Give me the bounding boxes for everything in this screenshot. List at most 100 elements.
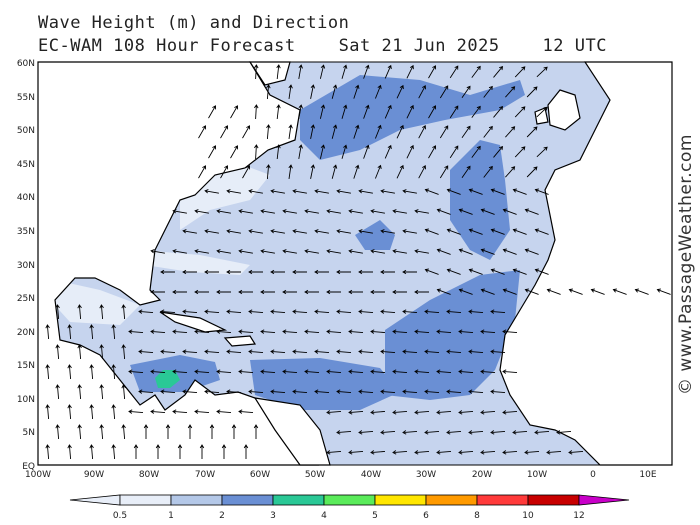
wave-direction-arrow — [260, 249, 275, 254]
lat-label-45n: 45N — [17, 160, 35, 170]
wave-direction-arrow — [209, 424, 215, 439]
wave-direction-arrow — [270, 309, 286, 314]
wave-direction-arrow — [524, 208, 539, 215]
wave-direction-arrow — [172, 209, 187, 214]
wave-zone-azores — [355, 220, 395, 250]
scale-label-12: 12 — [573, 511, 584, 521]
wave-direction-arrow — [458, 450, 474, 455]
wave-direction-arrow — [270, 269, 285, 275]
wave-direction-arrow — [248, 309, 264, 314]
wave-direction-arrow — [45, 444, 50, 460]
wave-direction-arrow — [172, 409, 188, 414]
wave-direction-arrow — [392, 209, 407, 214]
wave-direction-arrow — [370, 410, 386, 415]
wave-direction-arrow — [331, 164, 338, 179]
scale-label-2: 2 — [219, 511, 225, 521]
wave-direction-arrow — [121, 384, 126, 400]
wave-zone-central-east — [450, 140, 510, 260]
wave-direction-arrow — [248, 389, 264, 394]
scale-label-10: 10 — [522, 511, 534, 521]
land-uk — [547, 89, 581, 131]
wave-direction-arrow — [436, 329, 452, 334]
wave-direction-arrow — [502, 208, 517, 215]
lat-label-5n: 5N — [23, 428, 35, 438]
wave-direction-arrow — [402, 430, 418, 435]
lon-label-70w: 70W — [195, 470, 215, 480]
wave-direction-arrow — [436, 288, 451, 295]
wave-direction-arrow — [568, 288, 583, 295]
wave-direction-arrow — [480, 208, 495, 215]
wave-direction-arrow — [374, 84, 382, 99]
wave-direction-arrow — [216, 409, 232, 414]
scale-swatch-8-10 — [476, 494, 529, 506]
wave-direction-arrow — [160, 269, 175, 275]
wave-direction-arrow — [468, 188, 483, 195]
scale-swatch-5-6 — [374, 494, 427, 506]
wave-direction-arrow — [194, 329, 210, 334]
wave-direction-arrow — [406, 144, 414, 159]
wave-direction-arrow — [238, 289, 253, 295]
wave-direction-arrow — [490, 268, 505, 275]
wave-direction-arrow — [282, 329, 298, 334]
wave-direction-arrow — [160, 349, 176, 354]
wave-direction-arrow — [319, 64, 326, 79]
wave-direction-arrow — [55, 304, 60, 320]
wave-direction-arrow — [216, 289, 231, 295]
wave-direction-arrow — [326, 329, 342, 334]
wave-direction-arrow — [182, 349, 198, 354]
wave-direction-arrow — [380, 189, 395, 194]
wave-direction-arrow — [128, 369, 144, 374]
wave-direction-arrow — [446, 349, 462, 354]
lat-label-15n: 15N — [17, 361, 35, 371]
wave-direction-arrow — [172, 329, 188, 334]
wave-direction-arrow — [458, 248, 473, 255]
wave-direction-arrow — [512, 268, 527, 275]
wave-direction-arrow — [326, 450, 342, 455]
land-europe-africa — [499, 61, 673, 466]
wave-direction-arrow — [221, 444, 227, 459]
land-hispaniola — [223, 335, 257, 347]
wave-direction-arrows — [45, 64, 671, 460]
wave-direction-arrow — [534, 430, 550, 435]
wave-direction-arrow — [392, 289, 407, 295]
wave-direction-arrow — [414, 450, 430, 455]
wave-direction-arrow — [512, 430, 528, 435]
lat-label-eq: EQ — [22, 462, 35, 472]
wave-direction-arrow — [414, 249, 429, 254]
wave-direction-arrow — [133, 444, 139, 459]
wave-direction-arrow — [634, 288, 649, 295]
wave-direction-arrow — [374, 164, 382, 179]
wave-direction-arrow — [204, 269, 219, 275]
map-title: Wave Height (m) and Direction — [38, 13, 350, 33]
wave-direction-arrow — [490, 389, 506, 394]
wave-direction-arrow — [45, 364, 50, 380]
wave-direction-arrow — [446, 228, 461, 235]
wave-direction-arrow — [439, 85, 449, 99]
wave-direction-arrow — [238, 329, 254, 334]
wave-direction-arrow — [396, 84, 404, 99]
wave-direction-arrow — [461, 85, 471, 98]
lat-label-10n: 10N — [17, 395, 35, 405]
wave-direction-arrow — [436, 369, 452, 374]
wave-direction-arrow — [439, 125, 449, 139]
lat-label-40n: 40N — [17, 193, 35, 203]
scale-swatch-6-8 — [425, 494, 478, 506]
wave-direction-arrow — [414, 410, 430, 415]
wave-direction-arrow — [314, 189, 329, 194]
wave-direction-arrow — [326, 209, 341, 214]
wave-direction-arrow — [458, 410, 474, 415]
wave-direction-arrow — [248, 349, 264, 354]
wave-direction-arrow — [468, 268, 483, 275]
wave-direction-arrow — [418, 85, 426, 99]
wave-direction-arrow — [160, 309, 176, 314]
wave-direction-arrow — [336, 389, 352, 394]
wave-direction-arrow — [208, 145, 217, 159]
wave-direction-arrow — [493, 65, 504, 78]
scale-cap-high — [578, 494, 630, 506]
wave-direction-arrow — [326, 289, 341, 295]
wave-direction-arrow — [483, 125, 493, 138]
scale-label-3: 3 — [270, 511, 276, 521]
wave-direction-arrow — [512, 228, 527, 235]
latitude-axis: 60N 55N 50N 45N 40N 35N 30N 25N 20N 15N … — [17, 59, 35, 472]
wave-direction-arrow — [89, 364, 94, 380]
